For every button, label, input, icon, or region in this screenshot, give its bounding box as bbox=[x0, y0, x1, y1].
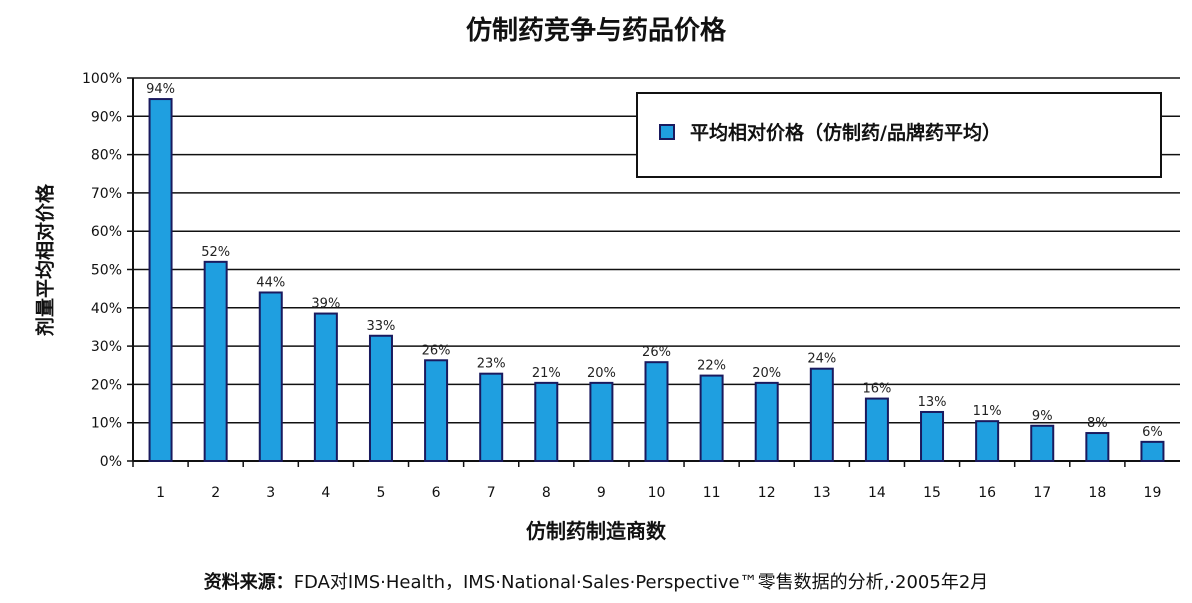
data-label: 94% bbox=[146, 82, 175, 97]
bar bbox=[534, 381, 559, 463]
x-tick-label: 11 bbox=[703, 485, 721, 501]
bar bbox=[809, 367, 834, 462]
bar bbox=[1140, 440, 1165, 463]
x-tick-label: 10 bbox=[648, 485, 666, 501]
x-tick-label: 2 bbox=[211, 485, 220, 501]
x-tick-label: 7 bbox=[487, 485, 496, 501]
bar bbox=[368, 334, 393, 462]
bar bbox=[920, 410, 945, 463]
bar bbox=[1030, 424, 1055, 463]
data-label: 24% bbox=[807, 352, 836, 367]
data-label: 13% bbox=[918, 395, 947, 410]
y-tick-label: 70% bbox=[91, 186, 122, 202]
chart-title: 仿制药竞争与药品价格 bbox=[465, 16, 726, 46]
x-tick-label: 6 bbox=[432, 485, 441, 501]
x-tick-label: 4 bbox=[321, 485, 330, 501]
data-label: 23% bbox=[477, 357, 506, 372]
data-label: 22% bbox=[697, 359, 726, 374]
source-note: 资料来源：FDA对IMS·Health，IMS·National·Sales·P… bbox=[0, 568, 1192, 594]
y-tick-label: 50% bbox=[91, 263, 122, 279]
x-tick-label: 12 bbox=[758, 485, 776, 501]
x-tick-label: 17 bbox=[1033, 485, 1051, 501]
legend-swatch bbox=[659, 124, 675, 140]
y-tick-label: 60% bbox=[91, 224, 122, 240]
x-tick-label: 5 bbox=[377, 485, 386, 501]
data-label: 33% bbox=[367, 319, 396, 334]
bar bbox=[699, 374, 724, 462]
y-tick-label: 90% bbox=[91, 109, 122, 125]
bar bbox=[864, 397, 889, 463]
data-label: 6% bbox=[1142, 425, 1163, 440]
data-label: 21% bbox=[532, 366, 561, 381]
x-tick-label: 9 bbox=[597, 485, 606, 501]
bar bbox=[754, 381, 779, 463]
legend-label: 平均相对价格（仿制药/品牌药平均） bbox=[690, 121, 1001, 144]
data-label: 39% bbox=[311, 297, 340, 312]
data-label: 9% bbox=[1032, 409, 1053, 424]
data-label: 20% bbox=[752, 366, 781, 381]
data-label: 52% bbox=[201, 245, 230, 260]
data-label: 11% bbox=[973, 404, 1002, 419]
x-tick-label: 3 bbox=[266, 485, 275, 501]
y-tick-label: 0% bbox=[100, 454, 122, 470]
x-axis-label: 仿制药制造商数 bbox=[526, 519, 666, 543]
x-tick-label: 15 bbox=[923, 485, 941, 501]
source-note-lead: 资料来源： bbox=[203, 572, 294, 593]
data-label: 44% bbox=[256, 275, 285, 290]
bar bbox=[589, 381, 614, 463]
legend-box bbox=[636, 92, 1162, 178]
bar bbox=[479, 372, 504, 462]
source-note-text: FDA对IMS·Health，IMS·National·Sales·Perspe… bbox=[293, 572, 989, 593]
y-tick-label: 10% bbox=[91, 416, 122, 432]
y-axis-label: 剂量平均相对价格 bbox=[34, 183, 57, 337]
x-tick-label: 8 bbox=[542, 485, 551, 501]
bar bbox=[1085, 432, 1110, 462]
bar bbox=[203, 260, 228, 462]
y-tick-label: 30% bbox=[91, 339, 122, 355]
data-label: 26% bbox=[642, 345, 671, 360]
x-tick-label: 18 bbox=[1088, 485, 1106, 501]
bar bbox=[258, 291, 283, 463]
bar bbox=[975, 420, 1000, 462]
x-tick-label: 19 bbox=[1144, 485, 1162, 501]
x-tick-label: 1 bbox=[156, 485, 165, 501]
y-tick-label: 40% bbox=[91, 301, 122, 317]
x-tick-label: 16 bbox=[978, 485, 996, 501]
y-tick-label: 80% bbox=[91, 148, 122, 164]
y-tick-label: 20% bbox=[91, 377, 122, 393]
data-label: 8% bbox=[1087, 416, 1108, 431]
data-label: 16% bbox=[862, 382, 891, 397]
data-label: 26% bbox=[422, 343, 451, 358]
bar bbox=[313, 312, 338, 463]
bar bbox=[148, 98, 173, 462]
y-tick-label: 100% bbox=[82, 71, 122, 87]
x-tick-label: 14 bbox=[868, 485, 886, 501]
x-tick-label: 13 bbox=[813, 485, 831, 501]
bar bbox=[424, 359, 449, 462]
data-label: 20% bbox=[587, 366, 616, 381]
bar bbox=[644, 361, 669, 463]
